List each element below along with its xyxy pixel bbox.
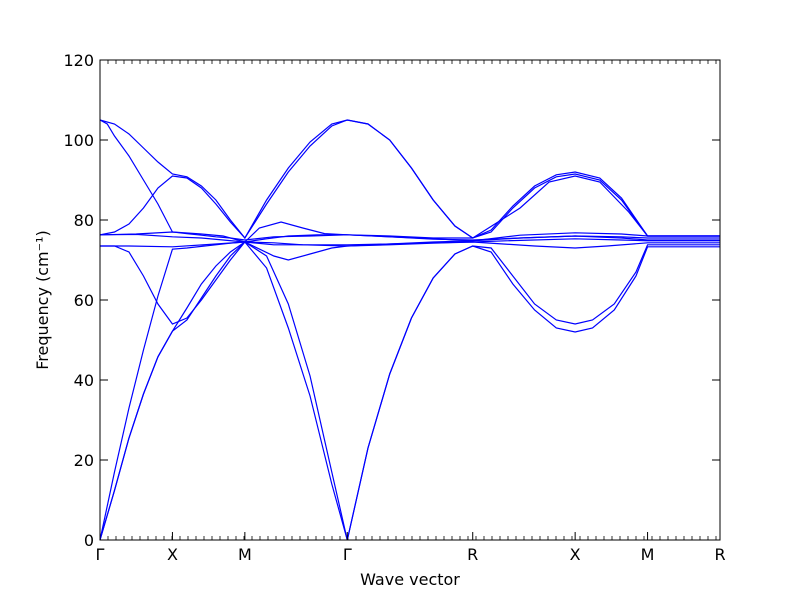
y-tick-label: 0 [84, 531, 94, 550]
y-tick-label: 60 [74, 291, 94, 310]
minor-ticks [99, 60, 717, 540]
x-axis-title: Wave vector [360, 570, 460, 589]
y-tick-label: 100 [63, 131, 94, 150]
x-tick-label: Γ [96, 545, 105, 564]
x-tick-label: X [167, 545, 178, 564]
x-tick-label: R [714, 545, 725, 564]
x-tick-label: R [467, 545, 478, 564]
plot-frame [99, 59, 721, 541]
y-axis-title: Frequency (cm⁻¹) [33, 230, 52, 369]
x-tick-label: M [641, 545, 655, 564]
band-line-10 [99, 119, 720, 241]
y-tick-label: 20 [74, 451, 94, 470]
series-layer [99, 119, 720, 541]
band-line-4 [100, 238, 720, 325]
y-tick-label: 120 [63, 51, 94, 70]
plot-background [100, 60, 720, 540]
band-line-3 [99, 241, 720, 541]
x-tick-label: Γ [343, 545, 352, 564]
y-tick-label: 80 [74, 211, 94, 230]
band-line-9 [99, 119, 720, 240]
y-tick-label: 40 [74, 371, 94, 390]
y-axis-ticks: 0 20 40 60 80 100 120 [63, 51, 720, 550]
x-tick-label: M [238, 545, 252, 564]
x-tick-label: X [570, 545, 581, 564]
band-line-2 [99, 241, 720, 541]
